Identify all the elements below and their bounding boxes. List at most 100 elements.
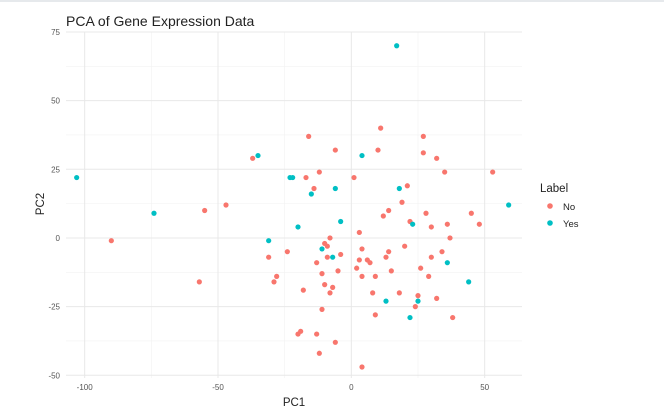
data-point-no	[444, 221, 450, 227]
data-point-no	[327, 235, 333, 241]
data-point-no	[428, 254, 434, 260]
data-point-no	[335, 268, 341, 274]
y-tick-label: -50	[48, 371, 60, 380]
data-point-yes	[332, 185, 338, 192]
data-point-yes	[383, 298, 389, 304]
data-points	[74, 43, 512, 370]
data-point-yes	[266, 238, 272, 244]
x-tick-label: -100	[77, 383, 94, 392]
data-point-no	[383, 254, 389, 260]
legend-label-yes: Yes	[563, 219, 579, 230]
data-point-no	[399, 199, 405, 205]
data-point-no	[316, 350, 322, 356]
legend-title: Label	[540, 183, 568, 195]
data-point-no	[372, 312, 378, 318]
data-point-no	[356, 229, 362, 236]
y-tick-label: 50	[51, 97, 60, 106]
y-tick-labels: 75 50 25 0 -25 -50	[48, 28, 60, 380]
data-point-yes	[295, 224, 301, 230]
data-point-no	[327, 290, 333, 296]
data-point-no	[418, 265, 424, 271]
window-top-border	[0, 0, 664, 2]
data-point-no	[490, 169, 496, 175]
data-point-no	[332, 147, 338, 153]
data-point-no	[271, 279, 277, 285]
data-point-no	[266, 254, 272, 260]
y-tick-label: -25	[48, 303, 60, 312]
y-tick-label: 75	[51, 28, 60, 37]
minor-gridlines	[66, 32, 522, 378]
data-point-no	[442, 169, 448, 175]
data-point-no	[324, 243, 330, 249]
data-point-no	[330, 284, 336, 290]
x-tick-labels: -100 -50 0 50	[77, 383, 490, 392]
data-point-no	[386, 207, 392, 214]
data-point-no	[359, 364, 365, 370]
data-point-no	[354, 265, 360, 271]
y-tick-label: 25	[51, 165, 60, 174]
data-point-no	[202, 207, 208, 214]
data-point-no	[412, 304, 418, 310]
data-point-yes	[255, 152, 261, 159]
data-point-no	[372, 273, 378, 279]
data-point-no	[447, 235, 453, 241]
data-point-no	[439, 249, 445, 255]
data-point-no	[420, 150, 426, 156]
data-point-no	[402, 243, 408, 249]
data-point-no	[386, 249, 392, 255]
data-point-yes	[415, 298, 421, 304]
data-point-no	[370, 290, 376, 296]
data-point-no	[314, 260, 320, 266]
data-point-no	[298, 328, 304, 334]
data-point-no	[300, 287, 306, 293]
data-point-no	[356, 257, 362, 263]
data-point-no	[359, 246, 365, 252]
legend-key-yes	[547, 220, 553, 226]
data-point-no	[332, 339, 338, 345]
data-point-yes	[394, 43, 400, 49]
data-point-yes	[506, 202, 512, 208]
data-point-no	[426, 273, 432, 279]
data-point-no	[396, 290, 402, 296]
data-point-no	[423, 210, 429, 216]
data-point-yes	[319, 246, 325, 252]
data-point-yes	[359, 152, 365, 159]
major-gridlines	[66, 31, 522, 378]
data-point-yes	[308, 191, 314, 197]
data-point-no	[378, 125, 384, 131]
data-point-no	[476, 221, 482, 227]
data-point-no	[434, 155, 440, 161]
data-point-yes	[151, 210, 157, 216]
legend-label-no: No	[563, 202, 575, 213]
x-axis-label: PC1	[283, 397, 305, 409]
data-point-no	[314, 331, 320, 337]
data-point-yes	[396, 185, 402, 192]
data-point-no	[223, 202, 229, 208]
y-tick-label: 0	[56, 234, 61, 243]
data-point-no	[319, 306, 325, 312]
data-point-no	[450, 314, 456, 321]
data-point-yes	[338, 218, 344, 225]
data-point-no	[434, 295, 440, 301]
data-point-no	[316, 169, 322, 175]
data-point-yes	[407, 314, 413, 321]
data-point-no	[303, 174, 309, 181]
data-point-no	[404, 183, 410, 189]
data-point-no	[359, 273, 365, 279]
chart-title: PCA of Gene Expression Data	[66, 13, 255, 29]
y-axis-label: PC2	[35, 193, 47, 215]
data-point-no	[351, 174, 357, 181]
x-tick-label: 50	[480, 383, 489, 392]
data-point-yes	[410, 221, 416, 227]
data-point-no	[250, 155, 256, 161]
data-point-yes	[466, 279, 472, 285]
data-point-no	[468, 210, 474, 216]
data-point-no	[196, 279, 202, 285]
data-point-no	[428, 224, 434, 230]
data-point-yes	[290, 174, 296, 181]
data-point-no	[311, 185, 317, 192]
data-point-no	[284, 249, 290, 255]
data-point-yes	[74, 174, 80, 181]
